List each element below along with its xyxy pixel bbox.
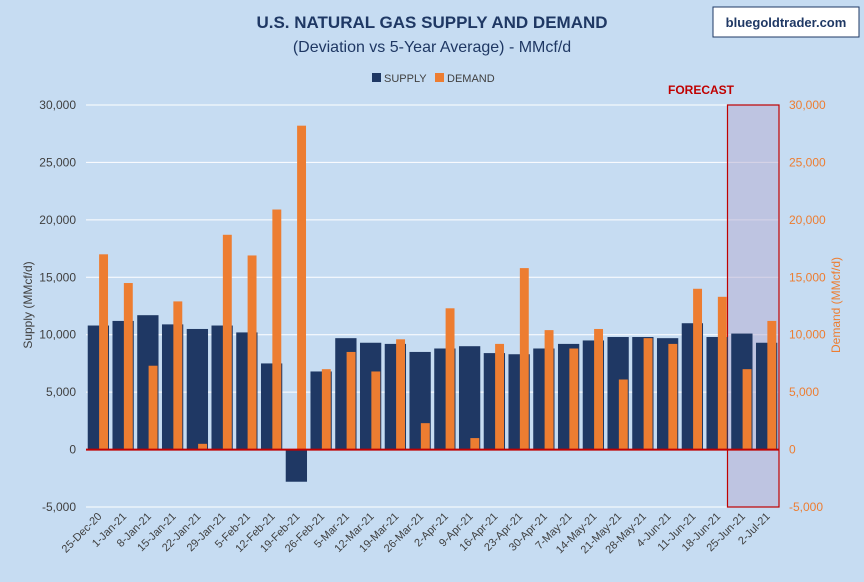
- demand-bar: [569, 348, 579, 450]
- demand-bar: [717, 296, 727, 450]
- y-tick-label-left: 0: [69, 443, 76, 457]
- demand-bar: [594, 328, 604, 450]
- demand-bar: [693, 288, 703, 450]
- y-tick-label-left: 30,000: [39, 98, 76, 112]
- demand-bar: [519, 268, 529, 450]
- forecast-label: FORECAST: [668, 83, 735, 97]
- y-tick-label-left: 25,000: [39, 155, 76, 169]
- y-tick-label-right: 0: [789, 443, 796, 457]
- legend-swatch-demand: [435, 73, 444, 82]
- demand-bar: [618, 379, 628, 450]
- y-tick-label-left: 10,000: [39, 328, 76, 342]
- y-tick-label-right: 5,000: [789, 385, 819, 399]
- demand-bar: [544, 330, 554, 450]
- legend-label-demand: DEMAND: [447, 73, 495, 85]
- y-tick-label-left: 5,000: [46, 385, 76, 399]
- demand-bar: [222, 234, 232, 450]
- y-tick-label-right: -5,000: [789, 500, 823, 514]
- demand-bar: [643, 338, 653, 450]
- demand-bar: [173, 301, 183, 450]
- y-axis-title-right: Demand (MMcf/d): [829, 257, 843, 353]
- demand-bar: [668, 343, 678, 450]
- y-tick-label-right: 25,000: [789, 155, 826, 169]
- watermark-text: bluegoldtrader.com: [726, 15, 847, 30]
- demand-bar: [321, 369, 331, 450]
- demand-bar: [297, 125, 307, 450]
- demand-bar: [742, 369, 752, 450]
- bars: [87, 125, 778, 482]
- watermark-frame: [712, 6, 860, 38]
- chart-title: U.S. NATURAL GAS SUPPLY AND DEMAND: [256, 13, 607, 32]
- y-tick-label-right: 20,000: [789, 213, 826, 227]
- demand-bar: [148, 365, 158, 450]
- legend: SUPPLY DEMAND: [372, 73, 495, 85]
- y-tick-label-left: 20,000: [39, 213, 76, 227]
- demand-bar: [247, 255, 257, 450]
- legend-label-supply: SUPPLY: [384, 73, 427, 85]
- demand-bar: [198, 443, 208, 450]
- demand-bar: [346, 351, 356, 450]
- supply-bar: [458, 346, 481, 450]
- y-tick-label-right: 15,000: [789, 270, 826, 284]
- y-tick-label-right: 30,000: [789, 98, 826, 112]
- supply-bar: [186, 328, 209, 450]
- demand-bar: [371, 371, 381, 450]
- chart-subtitle: (Deviation vs 5-Year Average) - MMcf/d: [293, 39, 571, 56]
- demand-bar: [99, 254, 109, 450]
- demand-bar: [470, 438, 480, 450]
- y-tick-label-right: 10,000: [789, 328, 826, 342]
- y-tick-label-left: -5,000: [42, 500, 76, 514]
- watermark-box: bluegoldtrader.com: [712, 6, 860, 38]
- demand-bar: [495, 343, 505, 450]
- demand-bar: [445, 308, 455, 450]
- y-axis-title-left: Supply (MMcf/d): [21, 261, 35, 348]
- y-tick-label-left: 15,000: [39, 270, 76, 284]
- demand-bar: [272, 209, 282, 450]
- demand-bar: [767, 320, 777, 450]
- legend-swatch-supply: [372, 73, 381, 82]
- demand-bar: [396, 339, 406, 450]
- supply-bar: [285, 449, 308, 482]
- demand-bar: [420, 423, 430, 450]
- demand-bar: [123, 283, 133, 450]
